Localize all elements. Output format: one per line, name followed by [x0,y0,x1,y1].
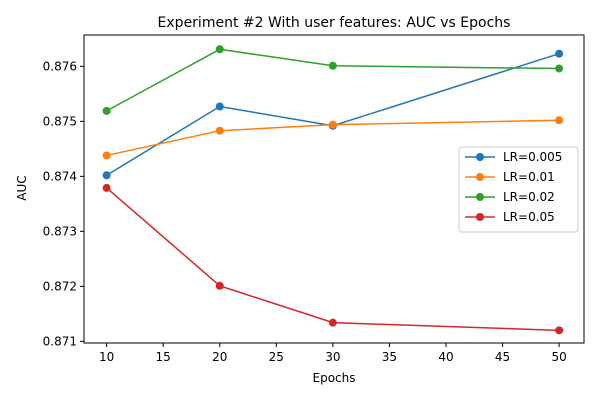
x-tick-label: 25 [269,350,284,364]
data-point-LR=0.02 [102,106,111,115]
legend-swatch-marker [476,153,484,161]
data-point-LR=0.01 [215,126,224,135]
x-axis-label: Epochs [313,371,356,385]
legend-box [458,146,579,233]
series-line-LR=0.005 [106,52,560,176]
legend-swatch-marker [476,193,484,201]
x-tick-label: 45 [495,350,510,364]
legend-label: LR=0.02 [503,190,555,204]
data-point-LR=0.01 [102,151,111,160]
y-tick-label: 0.872 [43,279,77,293]
y-tick-label: 0.871 [43,334,77,348]
data-point-LR=0.02 [215,45,224,54]
data-point-LR=0.01 [555,116,564,125]
chart-title: Experiment #2 With user features: AUC vs… [158,15,511,31]
legend-label: LR=0.01 [503,170,555,184]
x-tick-label: 40 [438,350,453,364]
x-tick-label: 20 [212,350,227,364]
series-line-LR=0.02 [106,48,560,112]
data-point-LR=0.005 [555,49,564,58]
plot-frame [83,34,585,344]
y-tick-label: 0.876 [43,59,77,73]
legend-label: LR=0.005 [503,150,562,164]
x-tick-label: 50 [551,350,566,364]
data-point-LR=0.02 [328,61,337,70]
x-tick-label: 35 [382,350,397,364]
y-axis-label: AUC [15,175,29,200]
data-point-LR=0.05 [215,281,224,290]
data-point-LR=0.05 [328,318,337,327]
x-tick-label: 30 [325,350,340,364]
data-point-LR=0.05 [555,326,564,335]
data-point-LR=0.01 [328,120,337,129]
series-line-LR=0.01 [106,119,560,157]
x-tick-label: 10 [99,350,114,364]
data-point-LR=0.005 [102,171,111,180]
plot-area [102,45,564,335]
legend: LR=0.005 LR=0.01 LR=0.02 LR=0.05 [458,146,579,233]
data-point-LR=0.005 [215,102,224,111]
legend-swatch-marker [476,213,484,221]
y-tick-label: 0.874 [43,169,77,183]
legend-label: LR=0.05 [503,210,555,224]
data-point-LR=0.05 [102,183,111,192]
legend-swatch-marker [476,173,484,181]
y-tick-label: 0.873 [43,224,77,238]
series-line-LR=0.05 [106,187,560,332]
y-tick-label: 0.875 [43,114,77,128]
data-point-LR=0.02 [555,64,564,73]
x-tick-label: 15 [156,350,171,364]
